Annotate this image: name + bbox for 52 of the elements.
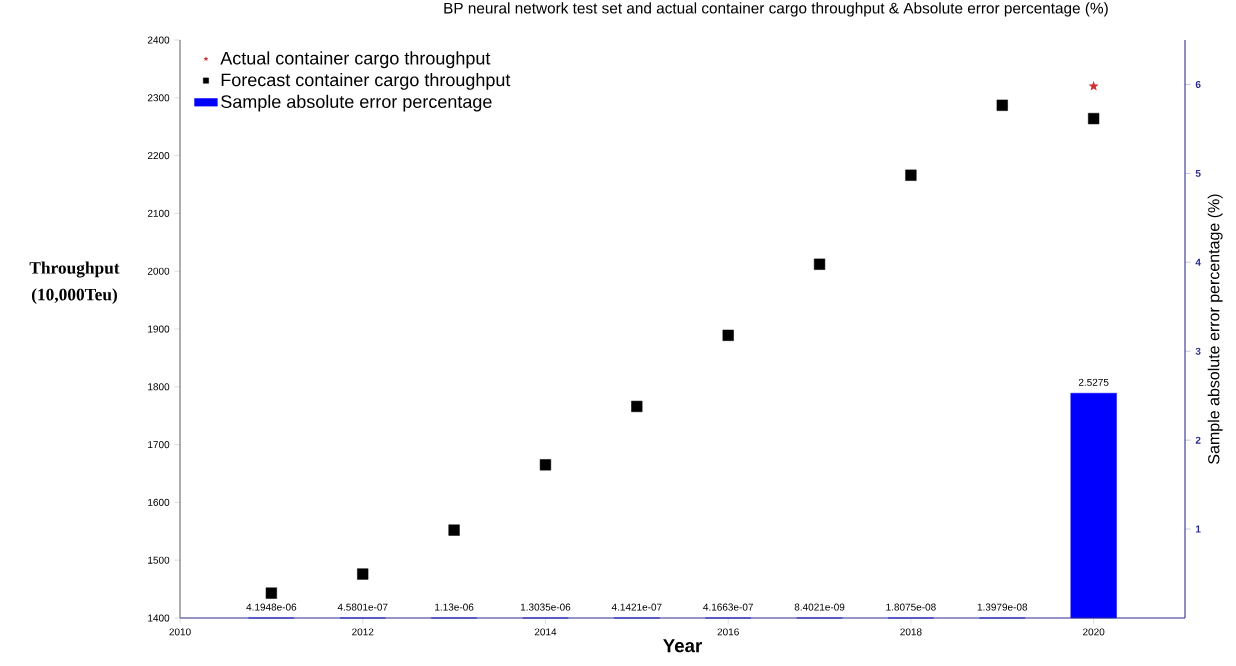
y-axis-title: Throughput (10,000Teu) [29,261,120,304]
y2-tick-label: 4 [1195,258,1201,266]
y-tick-label: 2300 [147,94,170,102]
y-tick-label: 1900 [148,325,170,333]
y-tick-label: 1800 [148,383,170,391]
point [539,459,552,471]
y-tick-label: 2100 [147,209,170,217]
data-label: 4.5801e-07 [337,603,388,611]
y-tick-label: 2400 [147,36,170,44]
point [905,169,917,181]
data-label: 1.3035e-06 [520,603,571,611]
point [265,587,277,599]
bar [1070,392,1117,619]
point [631,400,643,413]
y-tick-label: 1400 [148,614,170,622]
chart-title: BP neural network test set and actual container cargo throughput & Absolute error percentage (%) [444,2,1108,17]
data-label: 4.1948e-06 [246,603,297,611]
x-tick-label: 2016 [717,628,739,636]
data-label: 2.5275 [1078,378,1109,386]
legend-label: Forecast container cargo throughput [221,73,511,90]
legend-label: Sample absolute error percentage [221,94,492,112]
y-tick-label: 2200 [147,152,170,160]
x-axis-title: Year [663,639,702,653]
y2-tick-label: 1 [1195,525,1201,533]
x-tick-label: 2010 [169,628,191,636]
x-tick-label: 2018 [900,628,922,636]
y2-tick-label: 6 [1195,80,1201,88]
point [1088,80,1099,91]
y-tick-label: 1700 [148,441,170,449]
data-label: 1.13e-06 [435,603,474,611]
y-tick-label: 1600 [148,498,170,506]
x-tick-label: 2012 [352,628,374,636]
point [357,568,369,580]
y2-axis-title: Sample absolute error percentage (%) [1207,194,1223,464]
point [722,329,734,341]
data-label: 1.3979e-08 [977,603,1028,611]
y2-tick-label: 5 [1195,169,1201,177]
data-label: 1.8075e-08 [886,603,936,611]
data-label: 4.1663e-07 [703,603,753,611]
data-label: 4.1421e-07 [611,603,662,611]
x-tick-label: 2014 [534,628,557,636]
legend-label: Actual container cargo throughput [220,51,491,69]
point [813,258,826,270]
point [448,524,460,536]
point [996,99,1008,111]
y-tick-label: 2000 [147,267,170,275]
point [1088,112,1100,125]
y2-tick-label: 2 [1195,436,1201,444]
data-label: 8.4021e-09 [794,603,845,611]
y2-tick-label: 3 [1195,347,1201,355]
y-tick-label: 1500 [148,556,170,564]
x-tick-label: 2020 [1083,628,1105,636]
